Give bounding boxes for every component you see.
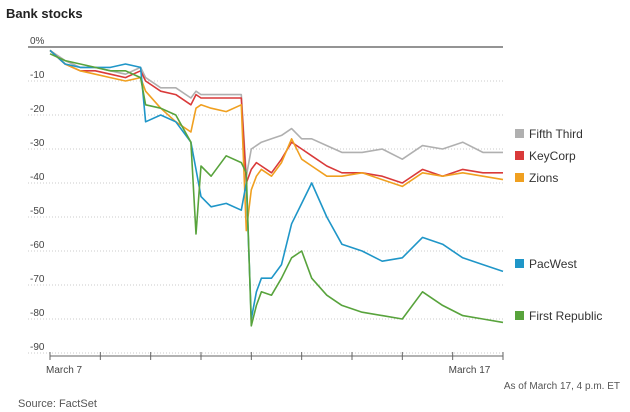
y-tick-label: -20 bbox=[30, 104, 45, 115]
x-tick-label: March 17 bbox=[449, 365, 491, 376]
legend-swatch bbox=[515, 259, 524, 268]
y-tick-label: -60 bbox=[30, 240, 45, 251]
legend-label: KeyCorp bbox=[529, 149, 576, 163]
source-note: Source: FactSet bbox=[18, 398, 97, 410]
legend-swatch bbox=[515, 173, 524, 182]
y-tick-label: -30 bbox=[30, 138, 45, 149]
series-lines bbox=[49, 49, 504, 327]
legend-label: First Republic bbox=[529, 309, 602, 323]
series-line-fifth-third bbox=[49, 49, 503, 177]
legend: Fifth Third KeyCorp Zions PacWest First Repu… bbox=[515, 127, 602, 323]
y-tick-label: -80 bbox=[30, 308, 45, 319]
series-line-first-republic bbox=[49, 53, 504, 327]
y-tick-label: -70 bbox=[30, 274, 45, 285]
legend-label: Fifth Third bbox=[529, 127, 583, 141]
x-axis: March 7 March 17 bbox=[46, 352, 504, 376]
chart-title: Bank stocks bbox=[6, 6, 83, 21]
legend-label: Zions bbox=[529, 171, 558, 185]
y-axis-ticks: 0% -10 -20 -30 -40 -50 -60 -70 -80 -90 bbox=[30, 36, 45, 353]
y-tick-label: -50 bbox=[30, 206, 45, 217]
series-line-keycorp bbox=[49, 49, 503, 184]
y-tick-label: -90 bbox=[30, 342, 45, 353]
grid-lines bbox=[28, 46, 503, 354]
timestamp-note: As of March 17, 4 p.m. ET bbox=[503, 381, 620, 392]
legend-swatch bbox=[515, 129, 524, 138]
y-tick-label: -10 bbox=[30, 70, 45, 81]
legend-swatch bbox=[515, 151, 524, 160]
legend-label: PacWest bbox=[529, 257, 577, 271]
x-tick-label: March 7 bbox=[46, 365, 83, 376]
y-tick-label: -40 bbox=[30, 172, 45, 183]
series-line-pacwest bbox=[49, 49, 504, 320]
series-line-zions bbox=[49, 49, 504, 232]
legend-swatch bbox=[515, 311, 524, 320]
y-tick-label: 0% bbox=[30, 36, 45, 47]
